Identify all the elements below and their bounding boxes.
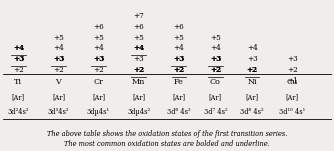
- Text: +2: +2: [210, 66, 221, 74]
- Text: V: V: [55, 78, 61, 86]
- Text: The above table shows the oxidation states of the first transition series.: The above table shows the oxidation stat…: [47, 130, 287, 138]
- Text: +3: +3: [93, 55, 104, 63]
- Text: +4: +4: [13, 45, 24, 52]
- Text: 3d⁷ 4s²: 3d⁷ 4s²: [204, 108, 227, 116]
- Text: +3: +3: [93, 55, 104, 63]
- Text: +3: +3: [287, 55, 298, 63]
- Text: +2: +2: [13, 66, 24, 74]
- Text: +6: +6: [133, 23, 144, 31]
- Text: 3d³4s²: 3d³4s²: [48, 108, 69, 116]
- Text: Cr: Cr: [94, 78, 104, 86]
- Text: +3: +3: [210, 55, 221, 63]
- Text: [Ar]: [Ar]: [92, 93, 105, 101]
- Text: +1: +1: [287, 77, 298, 85]
- Text: 3dµ4s¹: 3dµ4s¹: [87, 108, 110, 116]
- Text: +3: +3: [173, 55, 184, 63]
- Text: +4: +4: [247, 45, 258, 52]
- Text: +2: +2: [133, 66, 144, 74]
- Text: +3: +3: [13, 55, 24, 63]
- Text: [Ar]: [Ar]: [245, 93, 259, 101]
- Text: [Ar]: [Ar]: [52, 93, 65, 101]
- Text: +4: +4: [210, 45, 221, 52]
- Text: [Ar]: [Ar]: [172, 93, 185, 101]
- Text: +5: +5: [173, 34, 184, 42]
- Text: 3d⁶ 4s²: 3d⁶ 4s²: [167, 108, 190, 116]
- Text: +2: +2: [210, 66, 221, 74]
- Text: +3: +3: [173, 55, 184, 63]
- Text: +5: +5: [93, 34, 104, 42]
- Text: +4: +4: [13, 45, 24, 52]
- Text: +5: +5: [210, 34, 221, 42]
- Text: +2: +2: [246, 66, 258, 74]
- Text: +4: +4: [133, 45, 144, 52]
- Text: +4: +4: [173, 45, 184, 52]
- Text: [Ar]: [Ar]: [12, 93, 25, 101]
- Text: +2: +2: [287, 66, 298, 74]
- Text: +3: +3: [133, 55, 144, 63]
- Text: The most common oxidation states are bolded and underline.: The most common oxidation states are bol…: [64, 140, 270, 148]
- Text: [Ar]: [Ar]: [209, 93, 222, 101]
- Text: +3: +3: [247, 55, 258, 63]
- Text: 3d⁸ 4s²: 3d⁸ 4s²: [240, 108, 264, 116]
- Text: +3: +3: [53, 55, 64, 63]
- Text: Mn: Mn: [132, 78, 145, 86]
- Text: +5: +5: [53, 34, 64, 42]
- Text: +7: +7: [133, 12, 144, 20]
- Text: +2: +2: [173, 66, 184, 74]
- Text: Fe: Fe: [174, 78, 184, 86]
- Text: +6: +6: [173, 23, 184, 31]
- Text: 3d¹⁰ 4s¹: 3d¹⁰ 4s¹: [279, 108, 305, 116]
- Text: +4: +4: [93, 45, 104, 52]
- Text: +6: +6: [93, 23, 104, 31]
- Text: Co: Co: [210, 78, 221, 86]
- Text: Ti: Ti: [14, 78, 22, 86]
- Text: +3: +3: [210, 55, 221, 63]
- Text: +4: +4: [133, 45, 144, 52]
- Text: 3d²4s²: 3d²4s²: [8, 108, 29, 116]
- Text: +2: +2: [93, 66, 104, 74]
- Text: [Ar]: [Ar]: [132, 93, 145, 101]
- Text: +2: +2: [53, 66, 64, 74]
- Text: +2: +2: [246, 66, 258, 74]
- Text: +2: +2: [133, 66, 144, 74]
- Text: +2: +2: [173, 66, 184, 74]
- Text: +3: +3: [13, 55, 24, 63]
- Text: +3: +3: [53, 55, 64, 63]
- Text: Cu: Cu: [287, 78, 298, 86]
- Text: +5: +5: [133, 34, 144, 42]
- Text: Ni: Ni: [247, 78, 257, 86]
- Text: +4: +4: [53, 45, 64, 52]
- Text: 3dµ4s²: 3dµ4s²: [127, 108, 150, 116]
- Text: [Ar]: [Ar]: [286, 93, 299, 101]
